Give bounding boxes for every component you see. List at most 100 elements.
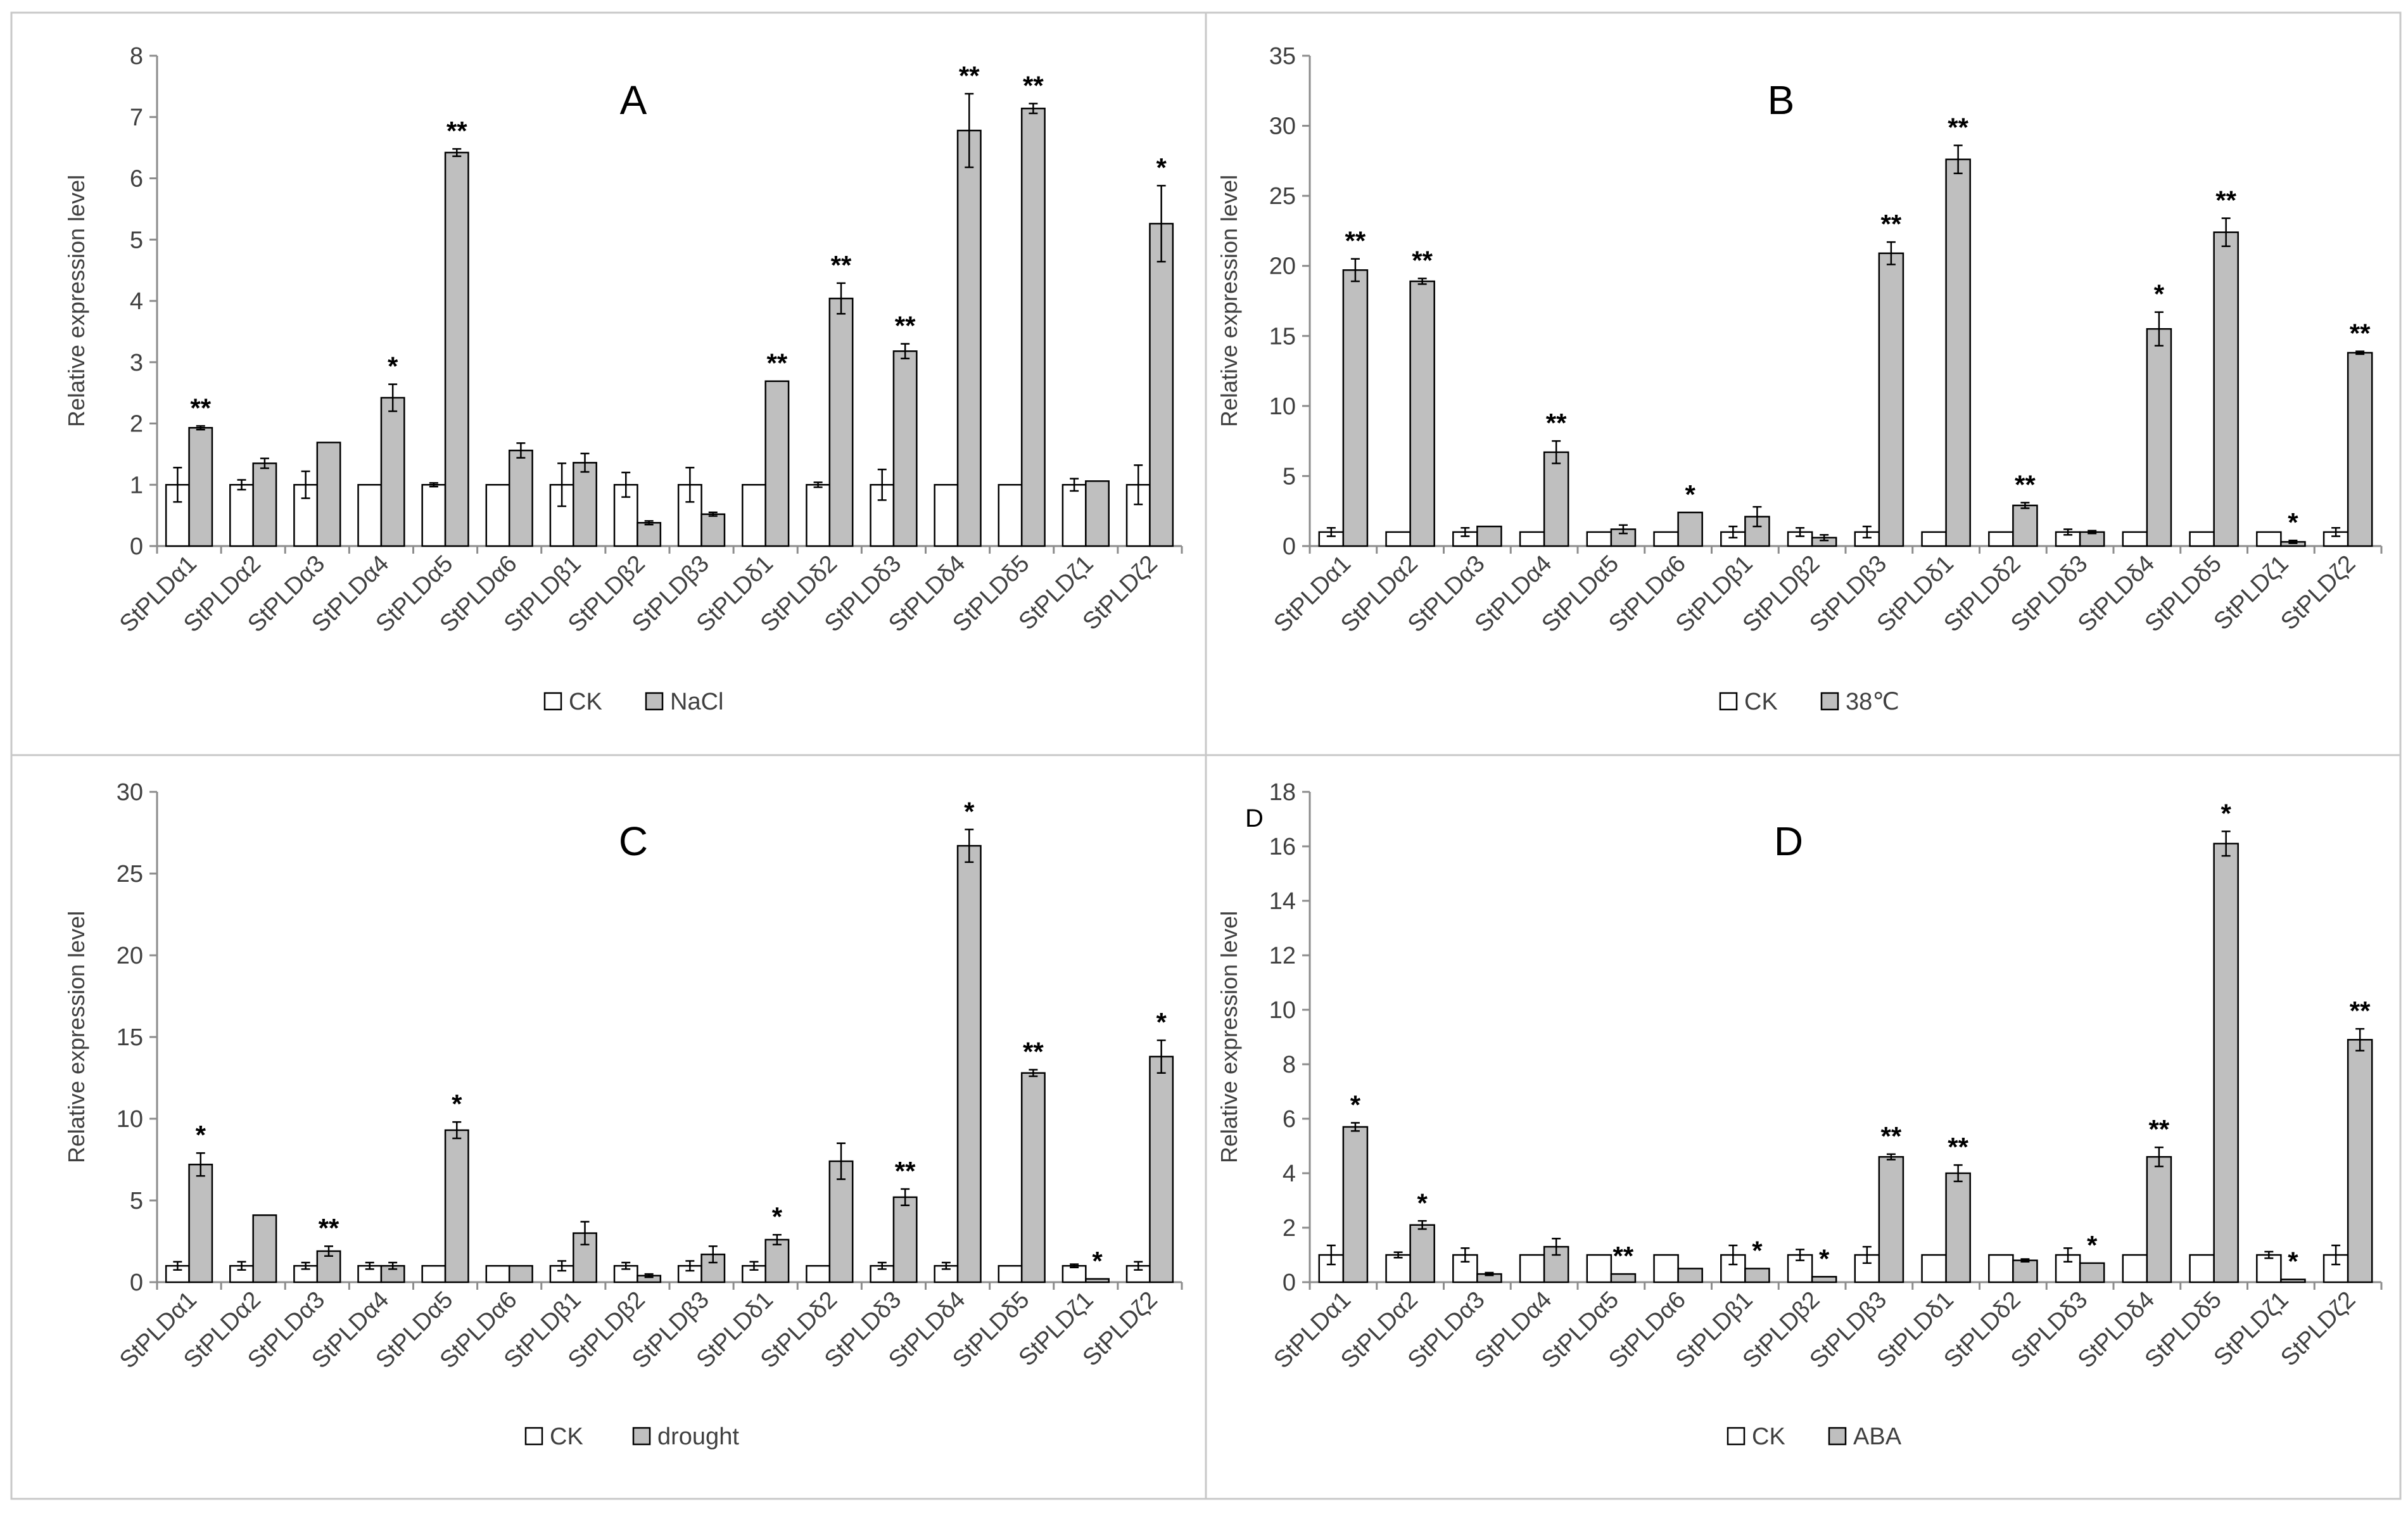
legend-swatch — [1828, 1427, 1847, 1446]
error-bar — [1350, 1122, 1360, 1132]
error-bar — [516, 442, 526, 459]
ck-bar — [806, 484, 831, 547]
significance-label: ** — [1948, 113, 1968, 143]
error-bar — [260, 457, 269, 469]
error-bar — [1134, 1261, 1143, 1271]
error-bar — [1796, 527, 1805, 537]
error-bar — [2331, 1244, 2341, 1266]
treatment-bar — [1476, 525, 1502, 547]
y-tick-label: 14 — [1269, 888, 1296, 915]
y-tick-label: 30 — [1269, 113, 1296, 140]
error-bar — [388, 1261, 398, 1270]
legend-label: ABA — [1853, 1423, 1902, 1450]
ck-bar — [1921, 1254, 1947, 1283]
legend-swatch — [1820, 692, 1839, 711]
panel-title: C — [619, 818, 648, 864]
error-bar — [2154, 1146, 2164, 1168]
error-bar — [2355, 350, 2365, 355]
treatment-bar — [1811, 1276, 1837, 1283]
error-bar — [708, 511, 718, 517]
y-tick-label: 10 — [1269, 997, 1296, 1024]
error-bar — [813, 481, 823, 488]
panel-title: D — [1774, 818, 1803, 864]
significance-label: ** — [1023, 1037, 1044, 1067]
error-bar — [901, 343, 910, 360]
significance-label: ** — [1881, 209, 1902, 239]
ck-bar — [1519, 531, 1545, 547]
error-bar — [2288, 539, 2298, 544]
significance-label: * — [2221, 798, 2231, 828]
y-tick-label: 16 — [1269, 834, 1296, 860]
ck-bar — [229, 484, 254, 547]
y-tick-label: 15 — [1269, 323, 1296, 350]
significance-label: ** — [2149, 1114, 2170, 1144]
y-tick-label: 10 — [117, 1106, 143, 1133]
ck-bar — [1385, 531, 1411, 547]
y-tick-label: 0 — [130, 1270, 143, 1296]
legend-swatch — [645, 692, 664, 711]
error-bar — [685, 466, 695, 503]
significance-label: ** — [319, 1213, 339, 1243]
treatment-bar — [1409, 280, 1435, 547]
treatment-bar — [573, 462, 597, 547]
error-bar — [1485, 1271, 1494, 1276]
treatment-bar — [956, 844, 982, 1283]
treatment-bar — [892, 1196, 918, 1283]
error-bar — [324, 1245, 334, 1257]
ck-bar — [998, 1264, 1023, 1283]
error-bar — [196, 1152, 205, 1177]
treatment-bar — [764, 380, 790, 547]
error-bar — [2154, 311, 2164, 347]
error-bar — [965, 829, 974, 863]
treatment-bar — [828, 297, 854, 547]
ck-bar — [1519, 1254, 1545, 1283]
significance-label: * — [1417, 1188, 1428, 1218]
treatment-bar — [1085, 1278, 1110, 1283]
ck-bar — [2122, 531, 2148, 547]
treatment-bar — [1342, 269, 1369, 547]
error-bar — [877, 468, 887, 501]
treatment-bar — [1409, 1224, 1435, 1283]
error-bar — [1156, 184, 1166, 263]
ck-bar — [2189, 531, 2215, 547]
y-tick-label: 8 — [1283, 1052, 1296, 1078]
treatment-bar — [1149, 222, 1174, 547]
error-bar — [557, 1260, 567, 1272]
ck-bar — [934, 484, 959, 547]
treatment-bar — [1677, 1268, 1703, 1283]
error-bar — [772, 1233, 782, 1245]
significance-label: * — [772, 1202, 783, 1231]
ck-bar — [806, 1264, 831, 1283]
ck-bar — [1061, 1264, 1087, 1283]
y-tick-label: 8 — [130, 43, 143, 70]
treatment-bar — [1945, 158, 1971, 547]
legend-swatch — [632, 1427, 651, 1446]
significance-label: ** — [190, 393, 211, 423]
treatment-bar — [444, 1129, 469, 1283]
treatment-bar — [2347, 1039, 2373, 1283]
y-tick-label: 35 — [1269, 43, 1296, 70]
y-tick-label: 5 — [130, 227, 143, 253]
y-tick-label: 25 — [1269, 183, 1296, 210]
significance-label: * — [1156, 1007, 1167, 1037]
ck-bar — [485, 484, 510, 547]
error-bar — [1417, 277, 1427, 285]
legend-label: CK — [1752, 1423, 1785, 1450]
error-bar — [388, 383, 398, 412]
error-bar — [301, 470, 310, 499]
error-bar — [1862, 525, 1872, 538]
error-bar — [196, 425, 205, 431]
significance-label: ** — [895, 1156, 916, 1186]
error-bar — [452, 1121, 462, 1140]
treatment-bar — [2347, 352, 2373, 547]
error-bar — [237, 479, 246, 491]
significance-label: * — [388, 352, 398, 381]
significance-label: ** — [831, 250, 852, 280]
significance-label: * — [1092, 1246, 1103, 1276]
error-bar — [1134, 464, 1143, 506]
treatment-bar — [1744, 1268, 1770, 1283]
error-bar — [2331, 527, 2341, 537]
error-bar — [1953, 1164, 1963, 1183]
significance-label: * — [1350, 1090, 1361, 1119]
